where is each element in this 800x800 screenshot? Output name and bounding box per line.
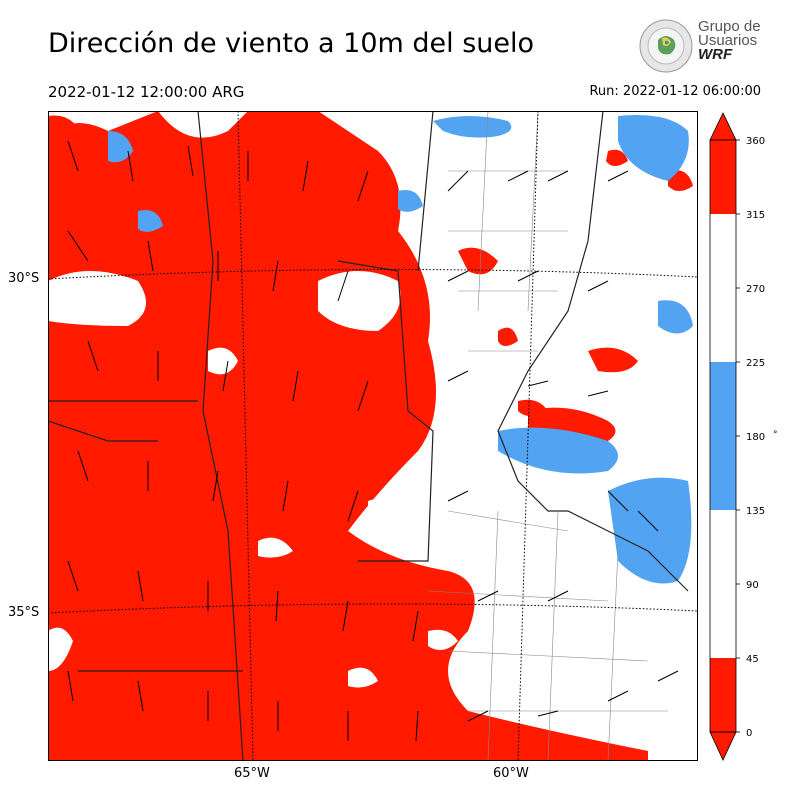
- lat-label-30s: 30°S: [8, 271, 40, 286]
- colorbar-unit: °: [773, 430, 778, 440]
- run-time: Run: 2022-01-12 06:00:00: [589, 84, 761, 99]
- map-frame: [48, 111, 698, 761]
- blue-sector-135-225: [108, 115, 693, 584]
- wind-direction-map: [48, 111, 698, 761]
- logo-line-3: WRF: [698, 46, 733, 63]
- department-borders: [427, 111, 668, 761]
- colorbar-tick-270: 270: [746, 284, 765, 295]
- grupo-usuarios-wrf-logo: Grupo de Usuarios WRF: [638, 18, 763, 76]
- logo-text: Grupo de Usuarios WRF: [698, 18, 761, 63]
- lon-label-65w: 65°W: [234, 766, 270, 781]
- logo-line-2: Usuarios: [698, 32, 758, 49]
- colorbar-tick-315: 315: [746, 210, 765, 221]
- colorbar-tick-225: 225: [746, 358, 765, 369]
- graticule: [48, 111, 698, 761]
- white-gaps: [48, 271, 458, 688]
- map-title: Dirección de viento a 10m del suelo: [48, 28, 535, 59]
- colorbar-tick-90: 90: [746, 580, 759, 591]
- colorbar-tick-0: 0: [746, 728, 752, 739]
- wind-arrows: [67, 140, 679, 742]
- logo-line-1: Grupo de: [698, 18, 761, 35]
- colorbar: 360 315 270 225 180 135 90 45 0: [709, 112, 765, 761]
- colorbar-min-arrow: [709, 731, 737, 761]
- colorbar-segment-135-225: [710, 362, 736, 510]
- colorbar-tick-45: 45: [746, 654, 759, 665]
- colorbar-tick-180: 180: [746, 432, 765, 443]
- colorbar-tick-135: 135: [746, 506, 765, 517]
- lon-label-60w: 60°W: [493, 766, 529, 781]
- colorbar-segment-45-135: [710, 510, 736, 658]
- colorbar-segment-315-360: [710, 140, 736, 214]
- valid-time: 2022-01-12 12:00:00 ARG: [48, 83, 245, 101]
- lat-label-35s: 35°S: [8, 605, 40, 620]
- colorbar-max-arrow: [709, 112, 737, 141]
- colorbar-ticks: [736, 139, 740, 733]
- colorbar-tick-360: 360: [746, 136, 765, 147]
- colorbar-segment-0-45: [710, 658, 736, 732]
- colorbar-segment-225-315: [710, 214, 736, 362]
- globe-icon: [639, 19, 693, 73]
- red-sector-0-45: [48, 111, 693, 761]
